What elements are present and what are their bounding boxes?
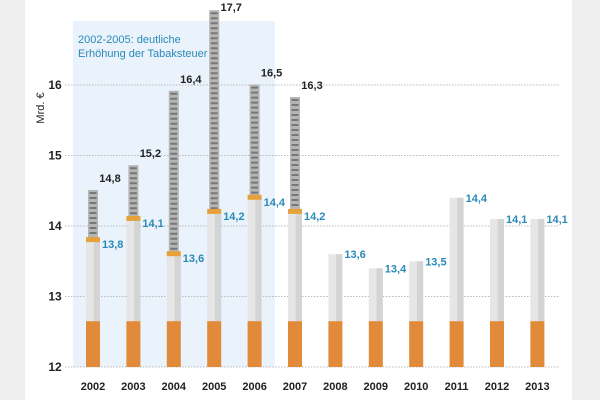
bar-value-label: 14,2	[304, 211, 325, 223]
ash-column	[88, 190, 98, 241]
bar-value-label: 13,6	[344, 249, 365, 261]
y-tick-label: 16	[48, 78, 62, 92]
x-tick-label: 2013	[525, 381, 549, 393]
bar-value-label: 14,1	[142, 218, 163, 230]
cigarette-shade	[336, 254, 343, 322]
cigarette-filter	[207, 321, 222, 367]
ash-value-label: 17,7	[220, 2, 241, 14]
bar-value-label: 13,8	[102, 239, 123, 251]
ash-column	[249, 84, 260, 198]
cigarette-filter	[490, 321, 504, 367]
cigarette-shade	[457, 197, 464, 322]
x-tick-label: 2012	[485, 381, 509, 393]
cigarette-filter	[288, 321, 302, 367]
cigarette-filter	[328, 321, 343, 367]
x-tick-label: 2008	[323, 381, 347, 393]
cigarette-shade	[93, 240, 100, 322]
bar-value-label: 14,1	[506, 214, 527, 226]
cigarette-shade	[538, 218, 545, 322]
ash-column	[209, 10, 220, 212]
x-tick-label: 2002	[81, 381, 105, 393]
bar-value-label: 14,4	[264, 197, 286, 209]
cigarette-shade	[295, 211, 302, 322]
ash-value-label: 14,8	[99, 173, 120, 185]
x-tick-label: 2003	[121, 381, 145, 393]
cigarette-filter	[449, 321, 464, 367]
x-tick-label: 2007	[283, 381, 307, 393]
y-tick-label: 13	[48, 290, 62, 304]
cigarette-shade	[174, 254, 181, 322]
bar-value-label: 13,4	[385, 263, 407, 275]
x-tick-label: 2011	[445, 381, 469, 393]
bar-value-label: 14,4	[466, 193, 488, 205]
cigarette-shade	[134, 218, 141, 322]
ember	[207, 208, 222, 214]
ash-value-label: 15,2	[140, 148, 161, 160]
cigarette-shade	[497, 218, 504, 322]
cigarette-shade	[416, 261, 424, 322]
ember	[166, 251, 181, 257]
x-tick-label: 2004	[162, 381, 187, 393]
annotation-line1: 2002-2005: deutliche	[78, 34, 181, 46]
y-tick-label: 15	[48, 149, 62, 163]
ember	[126, 215, 141, 221]
cigarette-shade	[214, 211, 222, 322]
cigarette-shade	[376, 268, 383, 322]
x-tick-label: 2009	[364, 381, 388, 393]
y-tick-label: 12	[48, 360, 62, 374]
ember	[247, 194, 262, 200]
bar-value-label: 13,5	[425, 256, 446, 268]
ash-column	[128, 165, 139, 219]
cigarette-filter	[126, 321, 141, 367]
cigarette-filter	[86, 321, 100, 367]
cigarette-filter	[409, 321, 424, 367]
ash-value-label: 16,5	[261, 68, 282, 80]
cigarette-filter	[530, 321, 545, 367]
ash-value-label: 16,4	[180, 74, 202, 86]
x-tick-label: 2006	[242, 381, 266, 393]
ash-value-label: 16,3	[301, 80, 322, 92]
ember	[86, 237, 100, 243]
x-tick-label: 2005	[202, 381, 226, 393]
x-tick-label: 2010	[404, 381, 428, 393]
ember	[288, 208, 302, 214]
bar-value-label: 14,2	[223, 211, 244, 223]
cigarette-filter	[166, 321, 181, 367]
annotation-line2: Erhöhung der Tabaksteuer	[78, 48, 208, 60]
bar-value-label: 14,1	[546, 214, 567, 226]
bar-value-label: 13,6	[183, 253, 204, 265]
cigarette-filter	[247, 321, 262, 367]
cigarette-filter	[368, 321, 383, 367]
y-tick-label: 14	[48, 219, 62, 233]
y-axis-label: Mrd. €	[35, 92, 47, 123]
cigarette-shade	[255, 197, 262, 322]
ash-column	[168, 90, 179, 255]
